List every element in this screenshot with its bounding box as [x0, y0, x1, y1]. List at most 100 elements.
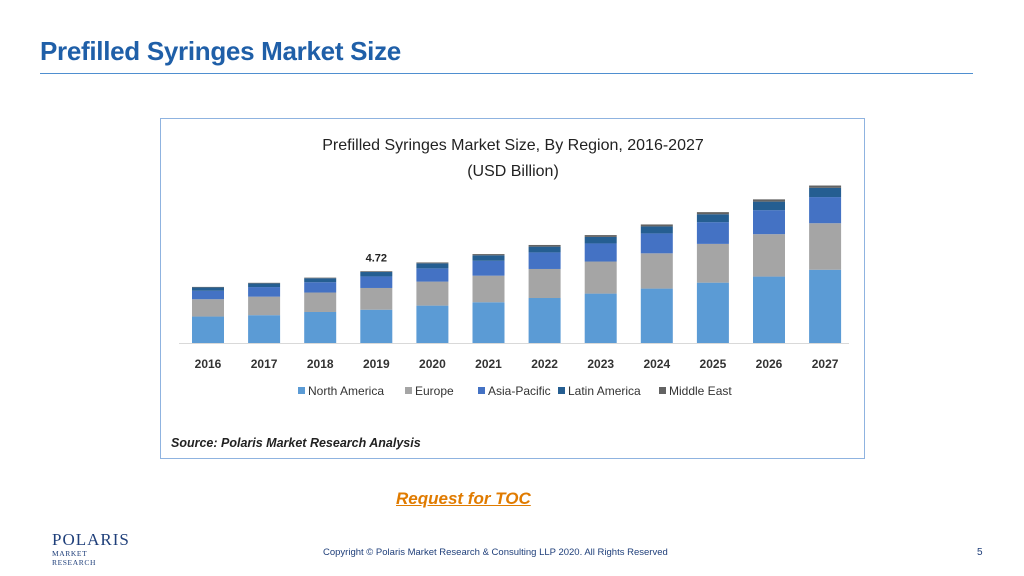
bar-2016-asia-pacific — [192, 290, 224, 300]
x-tick-2021: 2021 — [475, 357, 502, 371]
x-tick-2027: 2027 — [812, 357, 839, 371]
logo-wordmark: POLARIS — [52, 530, 130, 549]
bar-2021-europe — [472, 275, 505, 303]
legend: North America Europe Asia-Pacific Latin Ame… — [298, 384, 732, 398]
bar-2019-middle-east — [360, 271, 393, 273]
bar-2022-latin-america — [528, 246, 561, 253]
bar-2020-north-america — [416, 305, 449, 343]
bar-2026-middle-east — [753, 199, 785, 202]
bar-2021-north-america — [472, 302, 505, 343]
bar-2026-north-america — [753, 276, 785, 343]
x-tick-2016: 2016 — [195, 357, 222, 371]
bar-2016-latin-america — [192, 287, 224, 291]
bar-2018-middle-east — [304, 277, 337, 279]
x-tick-2022: 2022 — [531, 357, 558, 371]
bar-2026-latin-america — [753, 201, 785, 211]
bar-2019-north-america — [360, 309, 393, 343]
bar-2024-europe — [640, 253, 673, 289]
x-tick-2019: 2019 — [363, 357, 390, 371]
legend-swatch-europe — [405, 387, 412, 394]
x-tick-2018: 2018 — [307, 357, 334, 371]
x-tick-2020: 2020 — [419, 357, 446, 371]
bar-2025-north-america — [696, 282, 729, 343]
legend-swatch-north-america — [298, 387, 305, 394]
bar-2026-asia-pacific — [753, 210, 785, 235]
legend-label-asia-pacific: Asia-Pacific — [488, 384, 551, 398]
bar-2024-north-america — [640, 288, 673, 343]
legend-label-north-america: North America — [308, 384, 384, 398]
bar-2027-latin-america — [809, 187, 842, 198]
page-number: 5 — [977, 547, 983, 558]
bar-2026-europe — [753, 234, 785, 277]
bar-2016-middle-east — [192, 286, 224, 288]
legend-label-latin-america: Latin America — [568, 384, 641, 398]
stacked-bar-chart: Prefilled Syringes Market Size, By Regio… — [171, 137, 849, 450]
bar-2025-europe — [696, 243, 729, 283]
bar-2025-asia-pacific — [696, 222, 729, 244]
bar-2019-asia-pacific — [360, 276, 393, 288]
bar-2022-europe — [528, 268, 561, 299]
annotations: 4.72 — [366, 252, 387, 264]
bar-2023-europe — [584, 261, 617, 294]
legend-swatch-middle-east — [659, 387, 666, 394]
bar-2021-asia-pacific — [472, 260, 505, 276]
bar-2017-middle-east — [248, 282, 281, 284]
bar-2020-asia-pacific — [416, 268, 449, 282]
bar-2024-middle-east — [640, 224, 673, 227]
bar-2027-asia-pacific — [809, 197, 842, 224]
data-label-2019: 4.72 — [366, 252, 387, 264]
bar-2018-asia-pacific — [304, 282, 337, 293]
x-tick-2025: 2025 — [700, 357, 727, 371]
x-tick-2024: 2024 — [643, 357, 670, 371]
legend-label-middle-east: Middle East — [669, 384, 732, 398]
bar-2025-middle-east — [696, 212, 729, 215]
bar-2021-middle-east — [472, 254, 505, 256]
chart-subtitle: (USD Billion) — [467, 163, 559, 180]
bar-2022-north-america — [528, 298, 561, 343]
bar-2024-asia-pacific — [640, 233, 673, 254]
bar-2021-latin-america — [472, 255, 505, 261]
bar-2017-asia-pacific — [248, 287, 281, 297]
bar-2027-north-america — [809, 269, 842, 343]
bar-2027-europe — [809, 223, 842, 270]
bar-2022-middle-east — [528, 244, 561, 247]
bar-2023-latin-america — [584, 236, 617, 244]
bar-2017-latin-america — [248, 283, 281, 288]
bar-2022-asia-pacific — [528, 252, 561, 269]
bar-2020-middle-east — [416, 262, 449, 264]
bar-2025-latin-america — [696, 214, 729, 223]
bar-2027-middle-east — [809, 185, 842, 188]
x-tick-2017: 2017 — [251, 357, 278, 371]
bar-2016-europe — [192, 299, 224, 317]
chart-title: Prefilled Syringes Market Size, By Regio… — [322, 137, 704, 154]
x-tick-2023: 2023 — [587, 357, 614, 371]
title-divider — [40, 73, 973, 74]
bars-group — [192, 185, 842, 343]
bar-2023-middle-east — [584, 235, 617, 237]
bar-2017-north-america — [248, 315, 281, 343]
bar-2023-asia-pacific — [584, 243, 617, 262]
bar-2018-europe — [304, 292, 337, 312]
logo-tagline: MARKET RESEARCH — [52, 549, 96, 567]
bar-2024-latin-america — [640, 226, 673, 234]
bar-2018-north-america — [304, 311, 337, 343]
request-toc-link[interactable]: Request for TOC — [396, 489, 531, 508]
bar-2023-north-america — [584, 293, 617, 343]
x-tick-labels: 2016 2017 2018 2019 2020 2021 2022 2023 2024 2025… — [195, 357, 839, 371]
copyright-text: Copyright © Polaris Market Research & Co… — [323, 547, 668, 558]
bar-2019-europe — [360, 287, 393, 310]
chart-frame: Prefilled Syringes Market Size, By Regio… — [160, 118, 865, 459]
legend-label-europe: Europe — [415, 384, 454, 398]
chart-source: Source: Polaris Market Research Analysis — [171, 436, 421, 450]
bar-2020-latin-america — [416, 263, 449, 269]
polaris-logo: POLARIS MARKET RESEARCH — [52, 530, 132, 568]
bar-2016-north-america — [192, 316, 224, 343]
slide-title: Prefilled Syringes Market Size — [40, 36, 401, 66]
bar-2020-europe — [416, 281, 449, 306]
x-tick-2026: 2026 — [756, 357, 783, 371]
bar-2017-europe — [248, 296, 281, 316]
legend-swatch-asia-pacific — [478, 387, 485, 394]
bar-2019-latin-america — [360, 272, 393, 277]
bar-2018-latin-america — [304, 278, 337, 283]
legend-swatch-latin-america — [558, 387, 565, 394]
